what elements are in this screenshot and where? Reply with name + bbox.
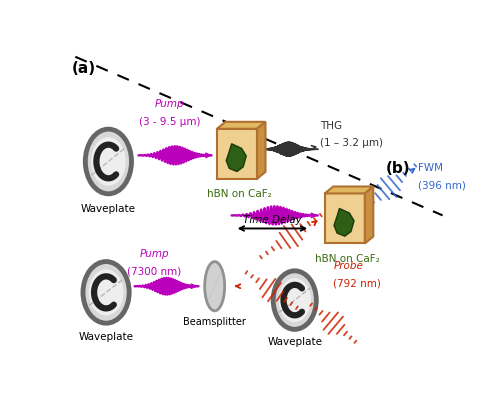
Text: (1 – 3.2 μm): (1 – 3.2 μm) xyxy=(320,138,383,148)
Text: (7300 nm): (7300 nm) xyxy=(128,267,182,277)
Polygon shape xyxy=(325,187,374,193)
Polygon shape xyxy=(365,187,374,244)
Text: (792 nm): (792 nm) xyxy=(333,278,381,289)
Text: THG: THG xyxy=(320,121,342,131)
Text: (b): (b) xyxy=(386,162,410,177)
Text: Probe: Probe xyxy=(333,261,363,271)
Polygon shape xyxy=(257,122,266,179)
Text: Beamsplitter: Beamsplitter xyxy=(183,317,246,327)
Text: (396 nm): (396 nm) xyxy=(418,181,466,191)
Ellipse shape xyxy=(273,271,316,329)
Ellipse shape xyxy=(91,137,126,186)
Polygon shape xyxy=(325,193,365,244)
Ellipse shape xyxy=(86,129,132,194)
Text: Waveplate: Waveplate xyxy=(267,337,322,347)
Text: Waveplate: Waveplate xyxy=(78,332,134,343)
Polygon shape xyxy=(217,122,266,129)
Ellipse shape xyxy=(83,262,129,323)
Ellipse shape xyxy=(278,278,311,322)
Polygon shape xyxy=(226,144,246,171)
Text: Time Delay: Time Delay xyxy=(243,215,302,225)
Text: Pump: Pump xyxy=(155,99,185,109)
Ellipse shape xyxy=(204,262,225,311)
Text: hBN on CaF₂: hBN on CaF₂ xyxy=(314,254,380,264)
Text: (3 - 9.5 μm): (3 - 9.5 μm) xyxy=(140,117,201,127)
Ellipse shape xyxy=(89,269,124,316)
Text: Pump: Pump xyxy=(140,249,170,259)
Polygon shape xyxy=(334,208,354,236)
Text: hBN on CaF₂: hBN on CaF₂ xyxy=(207,189,272,199)
Polygon shape xyxy=(217,129,257,179)
Text: FWM: FWM xyxy=(418,163,443,173)
Text: (a): (a) xyxy=(72,61,96,76)
Text: Waveplate: Waveplate xyxy=(81,204,136,214)
